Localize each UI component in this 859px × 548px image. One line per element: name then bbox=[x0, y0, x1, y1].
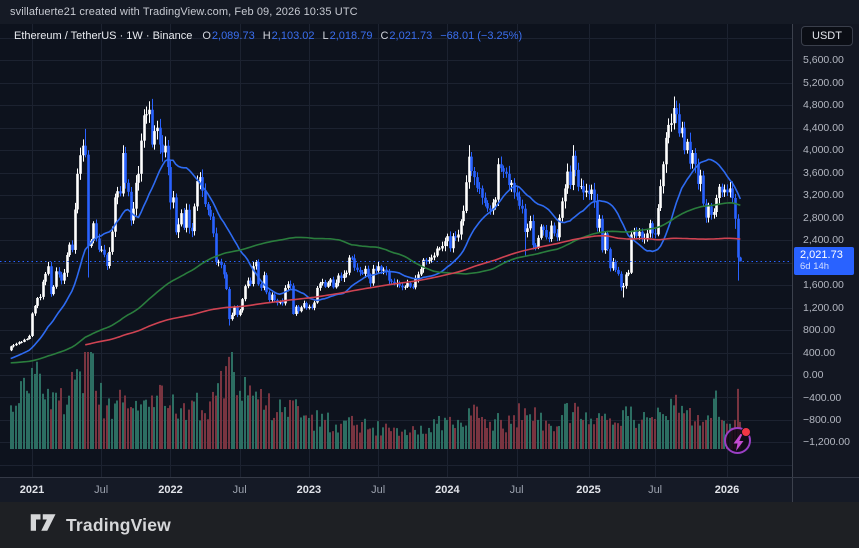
tradingview-logo[interactable]: TradingView bbox=[30, 512, 171, 538]
time-tick-label: Jul bbox=[648, 484, 663, 496]
chart-pane: Ethereum / TetherUS · 1W · Binance O2,08… bbox=[0, 24, 792, 478]
price-tick-label: −1,200.00 bbox=[803, 436, 851, 449]
chart-main: Ethereum / TetherUS · 1W · Binance O2,08… bbox=[0, 24, 859, 478]
price-tick-label: 2,800.00 bbox=[803, 211, 844, 224]
tradingview-brand-text: TradingView bbox=[66, 514, 171, 535]
price-tick-label: 5,200.00 bbox=[803, 76, 844, 89]
footer-bar: TradingView bbox=[0, 502, 859, 548]
price-tick-label: −400.00 bbox=[803, 391, 842, 404]
attribution-bar: svillafuerte21 created with TradingView.… bbox=[0, 0, 859, 24]
time-tick-label: 2023 bbox=[296, 484, 322, 496]
open-value: 2,089.73 bbox=[211, 30, 255, 42]
time-tick-label: Jul bbox=[509, 484, 524, 496]
close-value: 2,021.73 bbox=[389, 30, 433, 42]
quick-snapshot-button[interactable] bbox=[724, 427, 751, 454]
price-tick-label: −800.00 bbox=[803, 414, 842, 426]
tradingview-logo-icon bbox=[30, 512, 57, 538]
price-tick-label: 400.00 bbox=[803, 346, 836, 359]
symbol-title: Ethereum / TetherUS · 1W · Binance bbox=[14, 30, 193, 42]
axis-corner-separator bbox=[792, 478, 793, 502]
current-price-value: 2,021.73 bbox=[800, 249, 843, 262]
attribution-text: svillafuerte21 created with TradingView.… bbox=[10, 6, 358, 18]
price-tick-label: 0.00 bbox=[803, 369, 824, 381]
symbol-ohlc-row: Ethereum / TetherUS · 1W · Binance O2,08… bbox=[14, 27, 522, 45]
price-tick-label: 4,800.00 bbox=[803, 99, 844, 112]
time-tick-label: Jul bbox=[94, 484, 109, 496]
price-tick-label: 3,600.00 bbox=[803, 166, 844, 179]
ohlc-high: H2,103.02 bbox=[262, 30, 315, 42]
price-tick-label: 1,600.00 bbox=[803, 279, 844, 292]
price-tick-label: 1,200.00 bbox=[803, 301, 844, 314]
time-axis[interactable]: 2021 Jul 2022 Jul 2023 Jul 2024 Jul 2025 Jul 2026 bbox=[0, 477, 859, 502]
currency-toggle-button[interactable]: USDT bbox=[801, 26, 853, 46]
time-tick-label: 2025 bbox=[576, 484, 601, 496]
ohlc-low: L2,018.79 bbox=[322, 30, 373, 42]
price-tick-label: 2,400.00 bbox=[803, 234, 844, 247]
price-tick-label: 4,000.00 bbox=[803, 144, 844, 157]
time-tick-label: Jul bbox=[232, 484, 247, 496]
price-tick-label: 800.00 bbox=[803, 324, 836, 336]
time-tick-label: 2022 bbox=[158, 484, 183, 496]
time-tick-label: 2026 bbox=[714, 484, 740, 496]
change-value: −68.01 (−3.25%) bbox=[440, 30, 523, 42]
price-chart-canvas[interactable] bbox=[0, 24, 792, 478]
ohlc-open: O2,089.73 bbox=[202, 30, 255, 42]
price-axis[interactable]: USDT 2,021.73 6d 14h 5,600.00 5,200.00 4,8… bbox=[792, 24, 859, 477]
price-tick-label: 4,400.00 bbox=[803, 121, 844, 134]
current-price-label: 2,021.73 6d 14h bbox=[794, 247, 854, 276]
high-value: 2,103.02 bbox=[271, 30, 315, 42]
bar-countdown: 6d 14h bbox=[800, 261, 830, 273]
ohlc-close: C2,021.73 bbox=[380, 30, 433, 42]
time-tick-label: 2024 bbox=[435, 484, 460, 496]
notification-dot bbox=[741, 427, 751, 437]
price-tick-label: 3,200.00 bbox=[803, 189, 844, 202]
price-tick-label: 5,600.00 bbox=[803, 54, 844, 67]
time-tick-label: Jul bbox=[371, 484, 386, 496]
low-value: 2,018.79 bbox=[329, 30, 373, 42]
time-tick-label: 2021 bbox=[19, 484, 45, 496]
